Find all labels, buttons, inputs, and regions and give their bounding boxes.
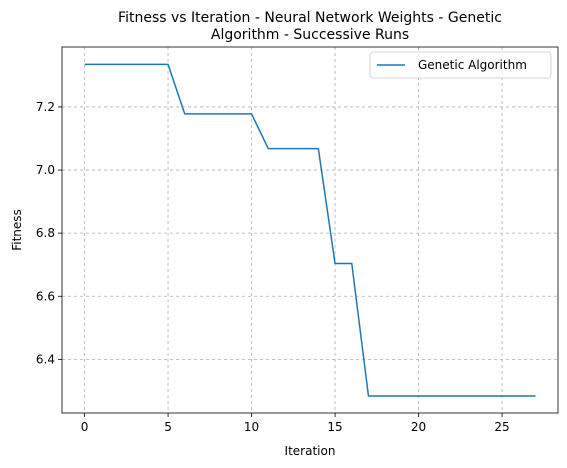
series-line xyxy=(84,63,536,397)
legend: Genetic Algorithm xyxy=(369,51,552,79)
legend-label: Genetic Algorithm xyxy=(418,58,527,72)
y-tick-label: 6.4 xyxy=(36,352,55,366)
x-tick-label: 15 xyxy=(327,420,342,434)
x-tick-label: 5 xyxy=(164,420,172,434)
x-ticks: 0 5 10 15 20 25 xyxy=(81,413,510,434)
x-tick-label: 20 xyxy=(411,420,426,434)
x-tick-label: 10 xyxy=(244,420,259,434)
x-axis-label: Iteration xyxy=(285,444,336,458)
legend-box xyxy=(369,51,552,79)
y-tick-label: 6.6 xyxy=(36,289,55,303)
grid xyxy=(62,47,558,413)
x-tick-label: 0 xyxy=(81,420,89,434)
y-tick-label: 7.2 xyxy=(36,100,55,114)
x-tick-label: 25 xyxy=(494,420,509,434)
chart-title-line-1: Fitness vs Iteration - Neural Network We… xyxy=(118,10,502,26)
y-axis-label: Fitness xyxy=(10,209,24,251)
y-ticks: 6.4 6.6 6.8 7.0 7.2 xyxy=(36,100,62,366)
y-tick-label: 6.8 xyxy=(36,226,55,240)
chart-title-line-2: Algorithm - Successive Runs xyxy=(211,27,409,43)
y-tick-label: 7.0 xyxy=(36,163,55,177)
plot-frame xyxy=(61,46,559,414)
series-layer xyxy=(84,63,536,397)
